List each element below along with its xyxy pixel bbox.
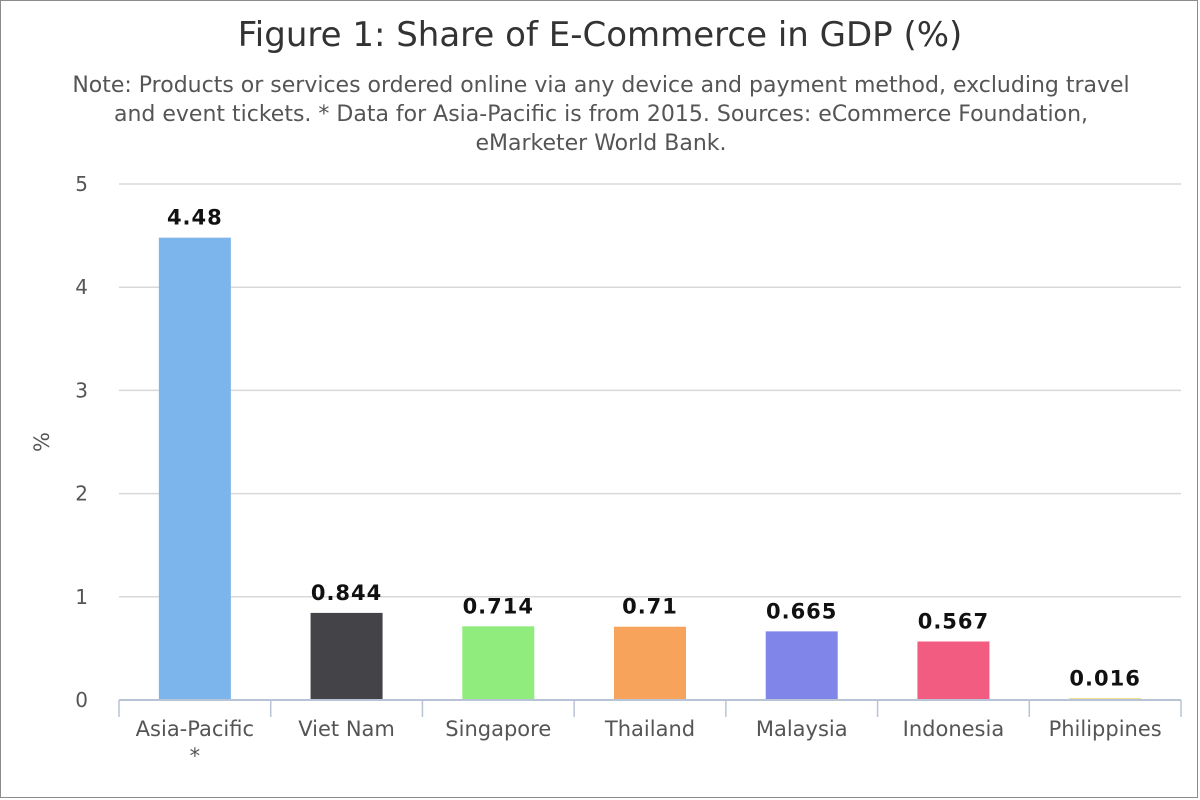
bar [158, 237, 231, 700]
data-label: 0.665 [766, 599, 837, 623]
data-labels: 4.48 0.844 0.714 0.71 0.665 0.567 0.016 [167, 206, 1140, 691]
y-tick-label: 5 [75, 172, 88, 196]
chart-title: Figure 1: Share of E-Commerce in GDP (%) [237, 15, 963, 55]
bar [462, 626, 535, 700]
x-axis: Asia-Pacific * Viet Nam Singapore Thailand Ma… [118, 699, 1182, 768]
data-label: 0.844 [311, 581, 382, 605]
data-label: 0.016 [1069, 666, 1140, 690]
data-label: 4.48 [167, 206, 223, 230]
y-axis-ticks: 0 1 2 3 4 5 [75, 172, 88, 712]
x-tick-label: Thailand [604, 717, 695, 741]
x-tick-label: Asia-Pacific * [136, 717, 254, 768]
bar [765, 631, 838, 700]
y-tick-label: 0 [75, 688, 88, 712]
chart-subtitle: Note: Products or services ordered onlin… [72, 73, 1130, 156]
data-label: 0.714 [463, 594, 534, 618]
x-tick-label: Malaysia [756, 717, 848, 741]
y-tick-label: 4 [75, 275, 88, 299]
bar [310, 612, 383, 700]
bar [917, 641, 990, 700]
y-tick-label: 1 [75, 585, 88, 609]
y-tick-label: 3 [75, 378, 88, 402]
gridlines [119, 183, 1181, 598]
y-tick-label: 2 [75, 482, 88, 506]
x-tick-label: Philippines [1049, 717, 1162, 741]
x-tick-label: Indonesia [903, 717, 1005, 741]
bars [158, 237, 1142, 700]
x-tick-label: Singapore [445, 717, 551, 741]
data-label: 0.567 [918, 609, 989, 633]
y-axis-label: % [30, 432, 54, 452]
bar [614, 626, 686, 700]
x-tick-label: Viet Nam [298, 717, 395, 741]
data-label: 0.71 [622, 595, 678, 619]
